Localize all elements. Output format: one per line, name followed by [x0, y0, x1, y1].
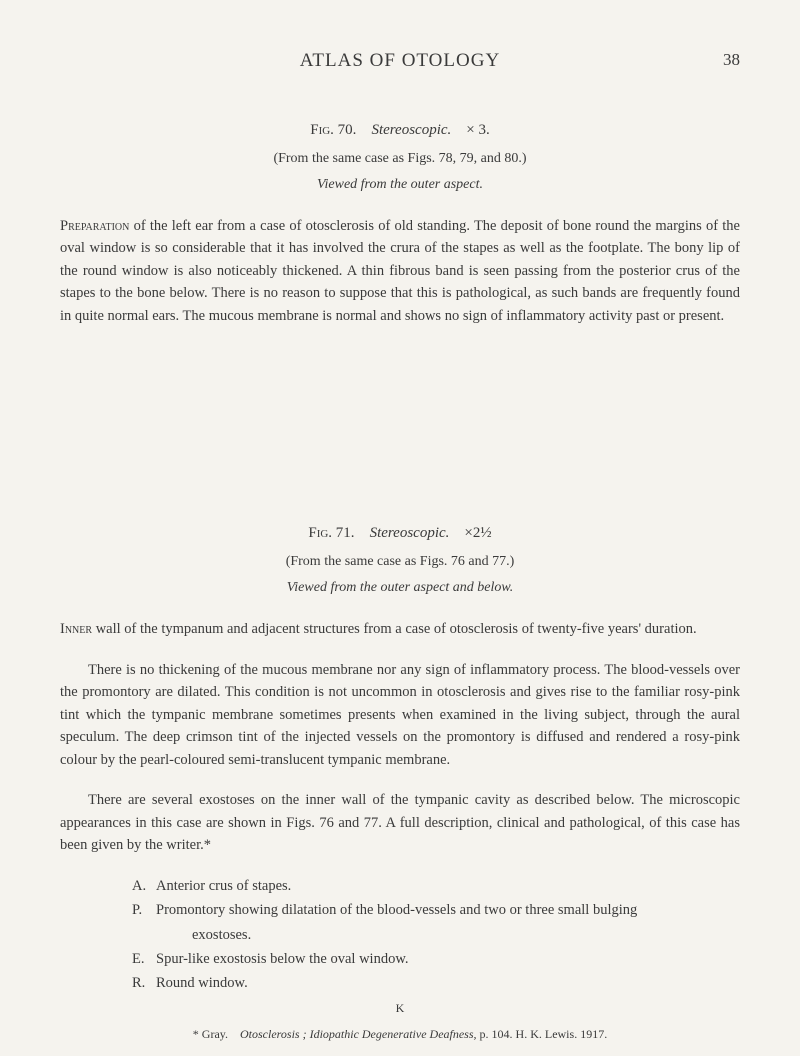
list-text: Spur-like exostosis below the oval windo… [156, 948, 740, 970]
list-text: Promontory showing dilatation of the blo… [156, 899, 740, 921]
bottom-mark: K [396, 1001, 405, 1016]
fig71-label: Fig. 71. [308, 525, 354, 541]
list-letter: R. [132, 972, 156, 994]
fig70-lead: Preparation [60, 218, 129, 234]
fig70-label: Fig. 70. [310, 122, 356, 138]
fig71-para1-text: wall of the tympanum and adjacent struct… [92, 621, 697, 637]
list-text: Round window. [156, 972, 740, 994]
fig71-para2: There is no thickening of the mucous mem… [60, 659, 740, 771]
fig70-title: Stereoscopic. [371, 122, 451, 138]
fig71-title: Stereoscopic. [370, 525, 450, 541]
list-item: exostoses. [132, 924, 740, 946]
list-letter: A. [132, 875, 156, 897]
list-letter: P. [132, 899, 156, 921]
list-item: R. Round window. [132, 972, 740, 994]
list-item: P. Promontory showing dilatation of the … [132, 899, 740, 921]
fig71-para1: Inner wall of the tympanum and adjacent … [60, 618, 740, 640]
footnote-rest: p. 104. H. K. Lewis. 1917. [477, 1027, 608, 1041]
fig71-magnification: ×2½ [464, 525, 491, 541]
list-letter: E. [132, 948, 156, 970]
list-letter [132, 924, 156, 946]
footnote: * Gray. Otosclerosis ; Idiopathic Degene… [60, 1027, 740, 1042]
fig70-heading: Fig. 70. Stereoscopic. × 3. [60, 122, 740, 139]
page-title: ATLAS OF OTOLOGY [60, 50, 740, 72]
fig70-from: (From the same case as Figs. 78, 79, and… [60, 151, 740, 167]
fig71-view: Viewed from the outer aspect and below. [60, 580, 740, 596]
fig71-heading: Fig. 71. Stereoscopic. ×2½ [60, 525, 740, 542]
footnote-marker: * Gray. [193, 1027, 228, 1041]
footnote-italic: Otosclerosis ; Idiopathic Degenerative D… [240, 1027, 477, 1041]
list-item: E. Spur-like exostosis below the oval wi… [132, 948, 740, 970]
fig70-paragraph: Preparation of the left ear from a case … [60, 215, 740, 327]
gap [60, 345, 740, 525]
list-text: Anterior crus of stapes. [156, 875, 740, 897]
page-number: 38 [723, 50, 740, 70]
fig70-magnification: × 3. [466, 122, 489, 138]
list-item: A. Anterior crus of stapes. [132, 875, 740, 897]
header-row: ATLAS OF OTOLOGY 38 [60, 50, 740, 72]
list-text: exostoses. [156, 924, 740, 946]
fig71-lead: Inner [60, 621, 92, 637]
fig71-from: (From the same case as Figs. 76 and 77.) [60, 554, 740, 570]
list-section: A. Anterior crus of stapes. P. Promontor… [132, 875, 740, 995]
fig70-view: Viewed from the outer aspect. [60, 177, 740, 193]
fig71-para3: There are several exostoses on the inner… [60, 789, 740, 856]
fig70-body: of the left ear from a case of otosclero… [60, 218, 740, 324]
